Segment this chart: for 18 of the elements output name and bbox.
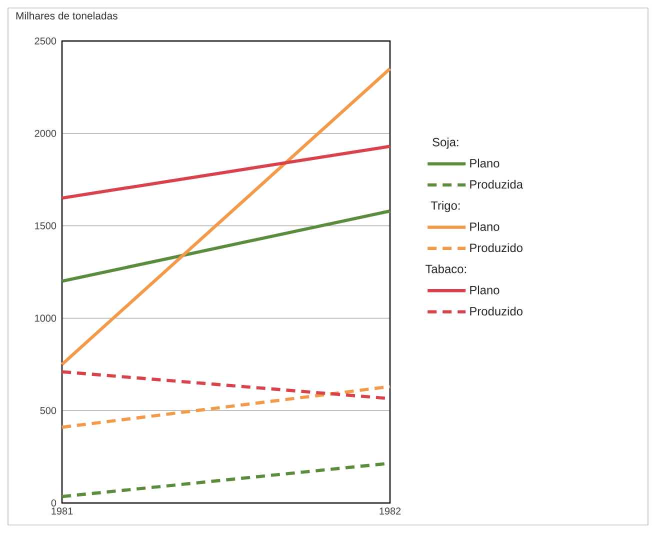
text: Soja: — [432, 138, 458, 149]
x-tick-label: 1982 — [380, 508, 401, 515]
text: Tabaco: — [425, 264, 466, 274]
legend-label: Produzido — [470, 243, 523, 252]
y-tick-label: 0 — [51, 499, 56, 507]
y-tick-label: 1500 — [35, 222, 56, 230]
y-tick-label: 2500 — [34, 37, 56, 45]
legend-label: Plano — [470, 222, 500, 231]
legend-label: Plano — [470, 286, 500, 294]
legend-label: Plano — [470, 158, 500, 168]
x-tick-label: 1981 — [52, 508, 73, 515]
y-axis-title: Milhares de toneladas — [16, 12, 118, 20]
y-tick-label: 500 — [40, 407, 56, 414]
y-tick-label: 1000 — [35, 314, 56, 322]
legend-label: Produzida — [470, 180, 524, 189]
text: Trigo: — [430, 201, 460, 212]
y-tick-label: 2000 — [34, 130, 56, 137]
legend-label: Produzido — [470, 306, 523, 316]
